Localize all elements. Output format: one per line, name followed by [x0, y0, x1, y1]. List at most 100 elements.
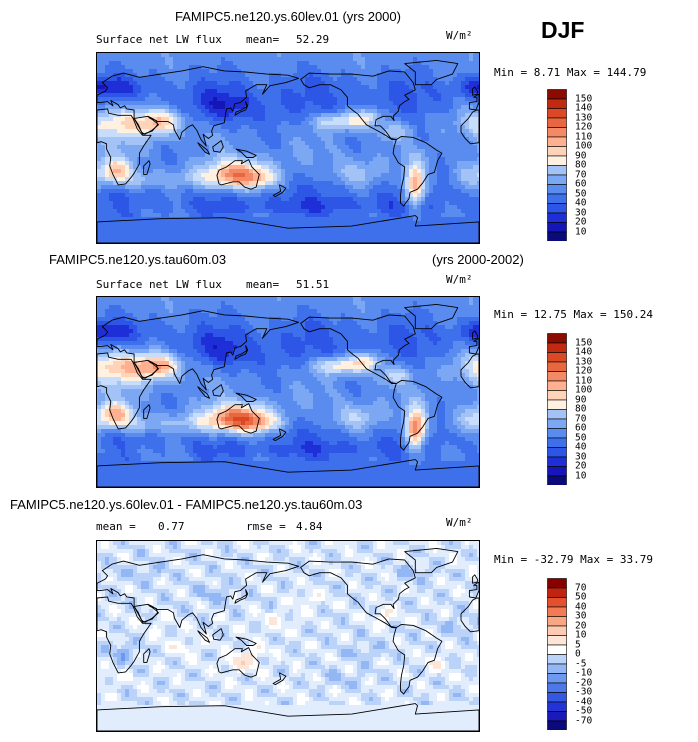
- heatmap-cell: [469, 173, 474, 178]
- heatmap-cell: [381, 225, 386, 230]
- heatmap-cell: [445, 101, 450, 106]
- heatmap-cell: [377, 201, 382, 206]
- heatmap-cell: [101, 57, 106, 62]
- heatmap-cell: [245, 113, 250, 118]
- colorbar-box: [547, 174, 567, 185]
- heatmap-cell: [161, 105, 166, 110]
- heatmap-cell: [277, 165, 282, 170]
- heatmap-cell: [133, 301, 138, 306]
- heatmap-cell: [469, 169, 474, 174]
- heatmap-cell: [437, 213, 442, 218]
- heatmap-cell: [189, 305, 194, 310]
- heatmap-cell: [153, 53, 158, 58]
- heatmap-cell: [257, 141, 262, 146]
- heatmap-cell: [281, 137, 286, 142]
- heatmap-cell: [273, 133, 278, 138]
- heatmap-cell: [213, 69, 218, 74]
- heatmap-cell: [109, 61, 114, 66]
- heatmap-cell: [437, 85, 442, 90]
- heatmap-cell: [125, 57, 130, 62]
- heatmap-cell: [177, 197, 182, 202]
- heatmap-cell: [325, 141, 330, 146]
- heatmap-cell: [405, 117, 410, 122]
- heatmap-cell: [253, 305, 258, 310]
- heatmap-cell: [393, 65, 398, 70]
- heatmap-cell: [349, 185, 354, 190]
- heatmap-cell: [345, 205, 350, 210]
- heatmap-cell: [205, 217, 210, 222]
- heatmap-cell: [161, 205, 166, 210]
- heatmap-cell: [113, 217, 118, 222]
- heatmap-cell: [453, 229, 458, 234]
- heatmap-cell: [149, 113, 154, 118]
- heatmap-cell: [213, 121, 218, 126]
- heatmap-cell: [205, 61, 210, 66]
- heatmap-cell: [165, 85, 170, 90]
- heatmap-cell: [101, 117, 106, 122]
- heatmap-cell: [321, 109, 326, 114]
- heatmap-cell: [325, 217, 330, 222]
- heatmap-cell: [333, 169, 338, 174]
- heatmap-cell: [285, 129, 290, 134]
- heatmap-cell: [293, 189, 298, 194]
- heatmap-cell: [101, 85, 106, 90]
- heatmap-cell: [165, 301, 170, 306]
- heatmap-cell: [469, 233, 474, 238]
- heatmap-cell: [109, 309, 114, 314]
- heatmap-cell: [417, 169, 422, 174]
- heatmap-cell: [265, 89, 270, 94]
- heatmap-cell: [297, 157, 302, 162]
- heatmap-cell: [249, 125, 254, 130]
- heatmap-cell: [185, 97, 190, 102]
- heatmap-cell: [245, 213, 250, 218]
- heatmap-cell: [165, 209, 170, 214]
- heatmap-cell: [401, 53, 406, 58]
- heatmap-cell: [293, 73, 298, 78]
- heatmap-cell: [265, 197, 270, 202]
- heatmap-cell: [389, 173, 394, 178]
- colorbar-tick-label: 60: [575, 178, 587, 190]
- heatmap-cell: [289, 193, 294, 198]
- heatmap-cell: [353, 133, 358, 138]
- heatmap-cell: [393, 145, 398, 150]
- heatmap-cell: [317, 65, 322, 70]
- heatmap-cell: [97, 153, 102, 158]
- heatmap-cell: [333, 217, 338, 222]
- heatmap-cell: [153, 113, 158, 118]
- heatmap-cell: [341, 121, 346, 126]
- heatmap-cell: [133, 229, 138, 234]
- heatmap-cell: [441, 121, 446, 126]
- heatmap-cell: [213, 113, 218, 118]
- heatmap-cell: [189, 221, 194, 226]
- heatmap-cell: [373, 85, 378, 90]
- heatmap-cell: [321, 101, 326, 106]
- heatmap-cell: [157, 309, 162, 314]
- heatmap-cell: [449, 169, 454, 174]
- heatmap-cell: [209, 185, 214, 190]
- heatmap-cell: [385, 121, 390, 126]
- heatmap-cell: [181, 209, 186, 214]
- heatmap-cell: [421, 189, 426, 194]
- heatmap-cell: [277, 89, 282, 94]
- heatmap-cell: [277, 97, 282, 102]
- heatmap-cell: [421, 205, 426, 210]
- heatmap-cell: [301, 133, 306, 138]
- heatmap-cell: [193, 309, 198, 314]
- heatmap-cell: [141, 57, 146, 62]
- heatmap-cell: [377, 169, 382, 174]
- heatmap-cell: [133, 109, 138, 114]
- heatmap-cell: [449, 225, 454, 230]
- heatmap-cell: [133, 93, 138, 98]
- heatmap-cell: [153, 153, 158, 158]
- heatmap-cell: [261, 113, 266, 118]
- heatmap-cell: [449, 153, 454, 158]
- heatmap-cell: [137, 237, 142, 242]
- heatmap-cell: [273, 117, 278, 122]
- heatmap-cell: [281, 149, 286, 154]
- heatmap-cell: [457, 161, 462, 166]
- heatmap-cell: [273, 65, 278, 70]
- heatmap-cell: [329, 129, 334, 134]
- heatmap-cell: [409, 165, 414, 170]
- heatmap-cell: [441, 57, 446, 62]
- heatmap-cell: [325, 73, 330, 78]
